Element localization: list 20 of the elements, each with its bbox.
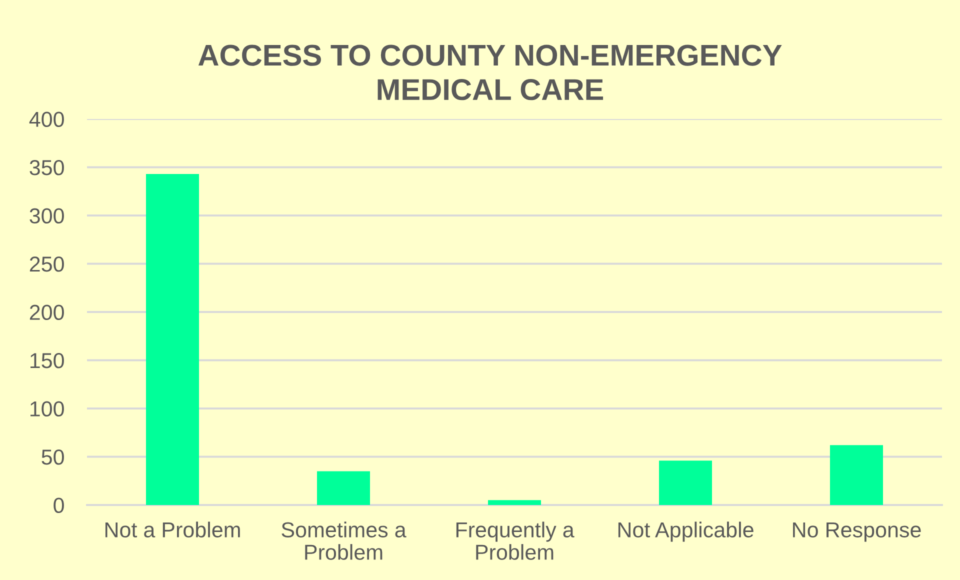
y-tick-label: 100 bbox=[30, 401, 64, 417]
x-tick-label: Not Applicable bbox=[618, 522, 754, 542]
bar bbox=[830, 445, 884, 505]
bar bbox=[316, 471, 370, 505]
y-tick-label: 400 bbox=[29, 112, 64, 128]
x-tick-label: Frequently a Problem bbox=[456, 522, 574, 560]
x-tick-label: No Response bbox=[793, 522, 921, 542]
y-tick-label: 300 bbox=[30, 208, 64, 224]
x-tick-label: Sometimes a Problem bbox=[282, 522, 406, 560]
y-tick-label: 150 bbox=[30, 353, 64, 368]
y-tick-label: 200 bbox=[30, 304, 64, 320]
y-tick-label: 250 bbox=[30, 256, 64, 272]
bar bbox=[658, 460, 712, 505]
bar bbox=[488, 500, 542, 505]
chart-title: ACCESS TO COUNTY NON-EMERGENCY MEDICAL CARE bbox=[198, 44, 782, 100]
y-tick-label: 0 bbox=[54, 498, 64, 514]
x-tick-label: Not a Problem bbox=[105, 522, 240, 538]
bar bbox=[146, 174, 200, 505]
y-tick-label: 50 bbox=[42, 450, 64, 465]
y-tick-label: 350 bbox=[30, 160, 64, 176]
